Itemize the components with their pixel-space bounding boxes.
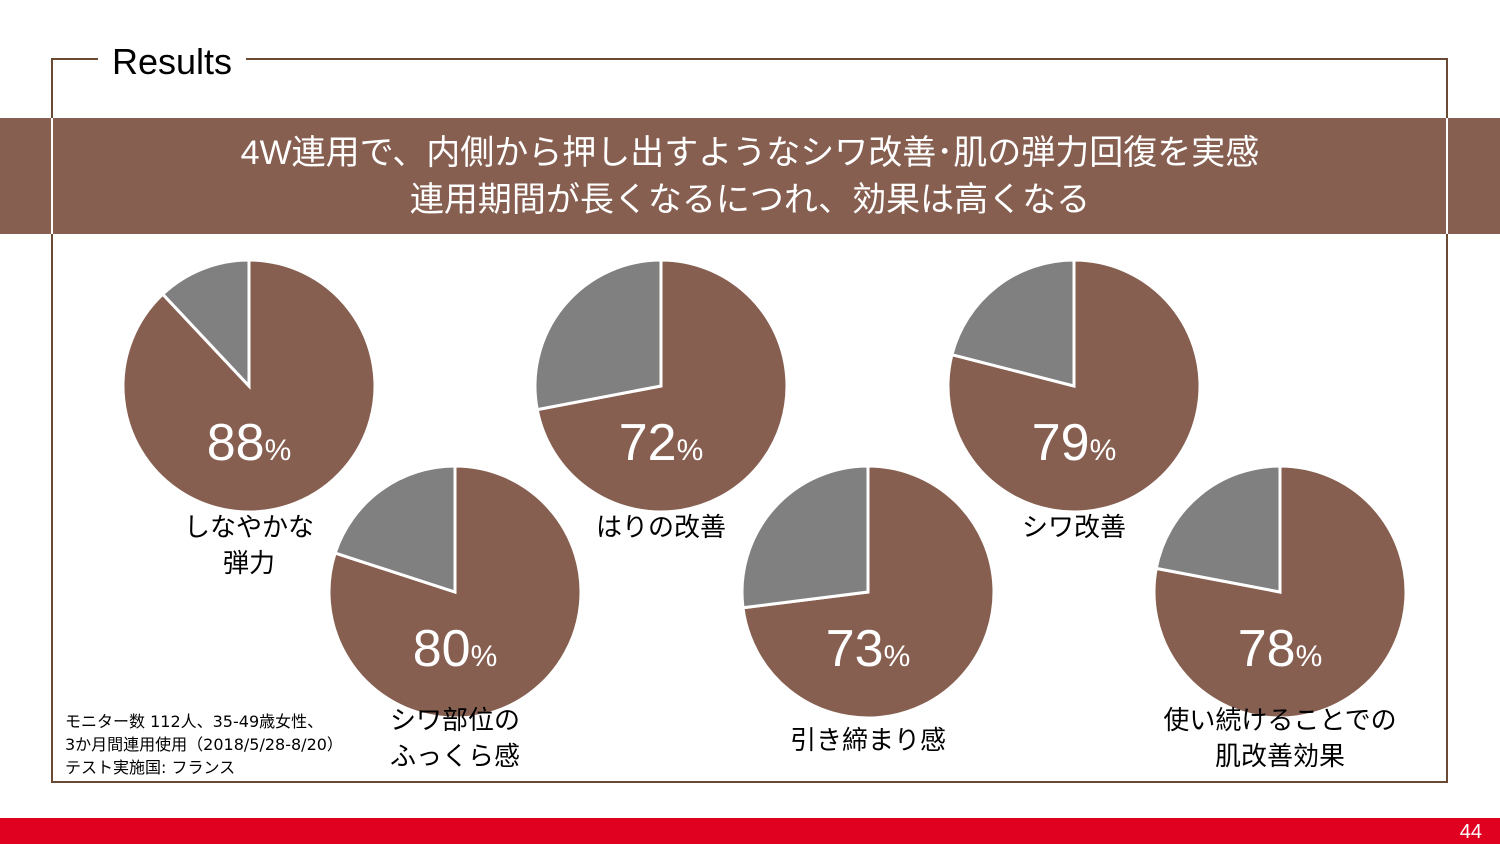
section-title: Results — [98, 40, 247, 84]
frame-tick-left — [51, 118, 53, 234]
pie-1: 88% — [121, 258, 377, 514]
pie-4: 73% — [740, 464, 996, 720]
pie-6-value-label: 78% — [1238, 620, 1323, 678]
pie-2-slice-rest — [333, 464, 457, 595]
test-note: モニター数 112人、35-49歳女性、 3か月間連用使用（2018/5/28-… — [65, 710, 343, 779]
pie-3-value-label: 72% — [619, 414, 704, 472]
pie-5: 79% — [946, 258, 1202, 514]
pie-label-1-line-1: しなやかな — [183, 513, 314, 543]
note-line-3: テスト実施国: フランス — [65, 758, 236, 777]
pie-label-5-line-1: シワ改善 — [1021, 513, 1126, 543]
pie-label-3-line-1: はりの改善 — [595, 513, 726, 543]
pie-4-value-label: 73% — [826, 620, 911, 678]
page-number: 44 — [1459, 821, 1482, 843]
pie-1-value-label: 88% — [207, 414, 292, 472]
pie-3-slice-rest — [533, 258, 663, 412]
pie-label-2: シワ部位の ふっくら感 — [355, 703, 555, 775]
pie-label-4: 引き締まり感 — [768, 723, 968, 759]
pie-label-2-line-2: ふっくら感 — [389, 742, 520, 772]
pie-label-1-line-2: 弾力 — [222, 549, 275, 579]
pie-6: 78% — [1152, 464, 1408, 720]
pie-label-6: 使い続けることでの 肌改善効果 — [1140, 703, 1420, 775]
pie-5-slice-rest — [950, 258, 1076, 388]
results-frame — [51, 58, 1448, 783]
pie-1-slice-value — [121, 258, 377, 514]
frame-tick-right — [1446, 118, 1448, 234]
pie-label-3: はりの改善 — [561, 510, 761, 546]
pie-label-2-line-1: シワ部位の — [389, 706, 520, 736]
headline-line-1: 4W連用で、内側から押し出すようなシワ改善･肌の弾力回復を実感 — [240, 134, 1260, 172]
pie-label-5: シワ改善 — [974, 510, 1174, 546]
pie-label-6-line-1: 使い続けることでの — [1163, 706, 1397, 736]
pie-3: 72% — [533, 258, 789, 514]
pie-1-slice-rest — [160, 258, 251, 390]
note-line-1: モニター数 112人、35-49歳女性、 — [65, 712, 324, 731]
pie-2: 80% — [327, 464, 583, 720]
pie-2-value-label: 80% — [413, 620, 498, 678]
pie-label-4-line-1: 引き締まり感 — [789, 726, 946, 756]
pie-4-slice-rest — [740, 464, 870, 610]
headline-line-2: 連用期間が長くなるにつれ、効果は高くなる — [409, 181, 1091, 219]
pie-label-1: しなやかな 弾力 — [149, 510, 349, 582]
footer-bar — [0, 818, 1500, 844]
pie-5-value-label: 79% — [1032, 414, 1117, 472]
pie-6-slice-rest — [1154, 464, 1282, 594]
headline-banner: 4W連用で、内側から押し出すようなシワ改善･肌の弾力回復を実感 連用期間が長くな… — [0, 118, 1500, 234]
pie-label-6-line-2: 肌改善効果 — [1214, 742, 1345, 772]
note-line-2: 3か月間連用使用（2018/5/28-8/20） — [65, 735, 343, 754]
